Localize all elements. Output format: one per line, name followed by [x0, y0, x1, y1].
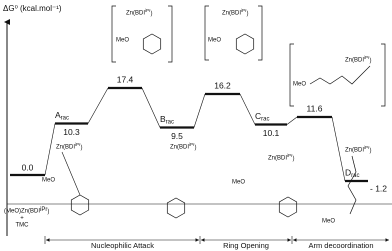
state-label: Brac	[160, 114, 174, 125]
state-subscript: rac	[166, 119, 174, 125]
connector	[331, 116, 346, 182]
zn-close: )	[370, 58, 372, 64]
zn-sup: iPr	[145, 8, 151, 13]
zn-label: Zn(BDIiPr)	[345, 55, 372, 63]
start-label: (MeO)Zn(BDIiPr)	[4, 207, 49, 215]
value-label: 16.2	[214, 80, 231, 90]
bracket	[111, 5, 173, 63]
connector	[286, 116, 298, 125]
meo-label: MeO	[208, 38, 221, 44]
value-label: 17.4	[117, 74, 134, 84]
value-label: 0.0	[22, 162, 34, 172]
state-subscript: rac	[61, 115, 69, 121]
chain	[347, 155, 357, 215]
zn-label: Zn(BDIiPr)	[345, 145, 372, 153]
ring	[235, 33, 255, 55]
zn-sup: iPr	[364, 55, 370, 60]
chain	[309, 65, 371, 85]
zn-close: )	[195, 145, 197, 151]
ring	[166, 197, 186, 219]
zn-close: )	[151, 11, 153, 17]
zn-sup: iPr	[364, 145, 370, 150]
zn-label: Zn(BDIiPr)	[222, 8, 249, 16]
meo-label: MeO	[232, 180, 245, 186]
value-label: 10.3	[63, 127, 80, 137]
zn-sup: iPr	[75, 142, 81, 147]
ring	[70, 194, 90, 216]
zn-close: )	[370, 148, 372, 154]
zn-label: Zn(BDIiPr)	[268, 153, 295, 161]
zn-sup: iPr	[189, 142, 195, 147]
structures: Zn(BDIiPr) MeO Zn(BDIiPr) MeO Zn(BDIiPr) MeO Z…	[42, 5, 386, 225]
state-label: Crac	[255, 111, 269, 122]
meo-label: MeO	[116, 38, 129, 44]
bracket	[289, 43, 386, 107]
zn-label: Zn(BDIiPr)	[56, 142, 83, 150]
y-axis-label: ΔG⁰ (kcal.mol⁻¹)	[3, 4, 62, 13]
phase-label: Arm decoordination	[308, 241, 373, 250]
meo-label: MeO	[322, 219, 335, 225]
zn-sup: iPr	[241, 8, 247, 13]
state-label: Drac	[345, 167, 359, 178]
value-label: 10.1	[263, 128, 280, 138]
connector	[141, 87, 161, 128]
connector	[193, 93, 206, 128]
zn-close: )	[293, 156, 295, 162]
connector	[44, 123, 56, 176]
start-sup: iPr	[40, 207, 47, 213]
start-suffix: )	[47, 209, 49, 215]
meo-label: MeO	[42, 178, 55, 184]
meo-label: MeO	[293, 82, 306, 88]
ring	[278, 196, 298, 218]
ring	[142, 33, 162, 55]
zn-label: Zn(BDIiPr)	[170, 142, 197, 150]
bracket	[204, 5, 263, 61]
value-label: 11.6	[307, 103, 323, 113]
zn-close: )	[247, 11, 249, 17]
state-subscript: rac	[261, 116, 269, 122]
value-label: - 1.2	[370, 183, 387, 193]
state-subscript: rac	[351, 173, 359, 179]
state-label: Arac	[55, 110, 69, 121]
zn-label: Zn(BDIiPr)	[126, 8, 153, 16]
bond	[61, 151, 81, 196]
value-label: 9.5	[171, 131, 183, 141]
connector	[239, 93, 256, 125]
phase-label: Ring Opening	[223, 241, 269, 250]
start-extra: TMC	[16, 223, 30, 229]
zn-sup: iPr	[287, 153, 293, 158]
start-extra: +	[20, 216, 24, 222]
zn-close: )	[81, 145, 83, 151]
phase-label: Nucleophilic Attack	[91, 241, 154, 250]
connector	[87, 87, 109, 124]
